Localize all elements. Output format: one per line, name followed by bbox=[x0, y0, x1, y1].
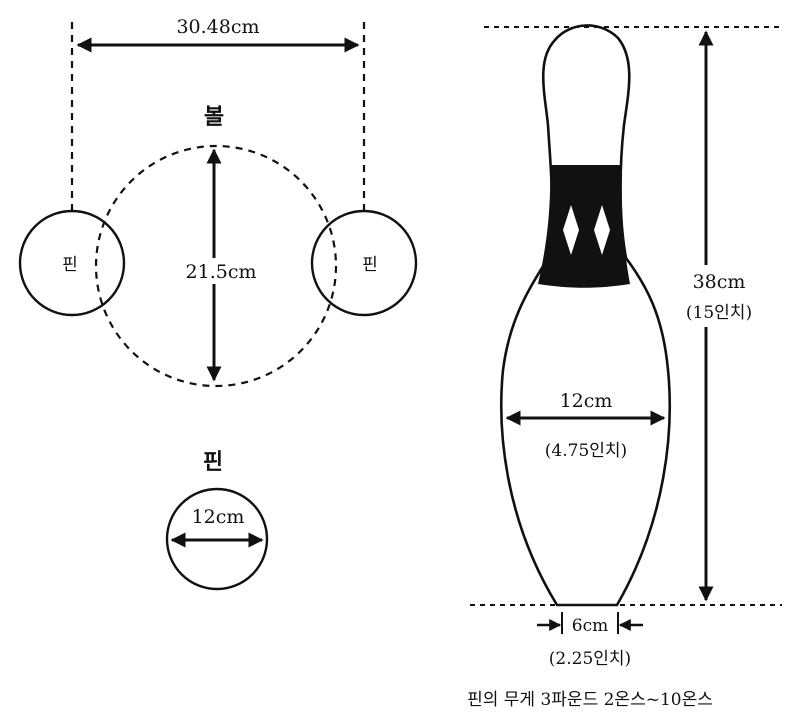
pin-right-label: 핀 bbox=[362, 255, 378, 275]
width-inch-label: (4.75인치) bbox=[545, 441, 627, 461]
ball-diameter-label: 21.5cm bbox=[186, 261, 257, 283]
pin-circle-left bbox=[18, 209, 126, 317]
pin-circle-right bbox=[310, 209, 418, 317]
pin-section-title: 핀 bbox=[203, 449, 223, 475]
pin-spacing-diagram: 30.48cm 볼 21.5cm 핀 핀 핀 12cm bbox=[18, 16, 418, 591]
pin-profile-diagram: 12cm (4.75인치) 38cm (15인치) 6cm (2.25인치) 핀… bbox=[467, 24, 782, 710]
pin-neck-band bbox=[538, 165, 630, 288]
span-label: 30.48cm bbox=[176, 16, 259, 38]
ball-outline bbox=[94, 144, 338, 388]
pin-diameter-label: 12cm bbox=[192, 506, 245, 528]
pin-cross-section bbox=[165, 487, 269, 591]
pin-left-label: 핀 bbox=[62, 255, 78, 275]
pin-outline bbox=[499, 24, 672, 607]
height-inch-label: (15인치) bbox=[686, 303, 752, 323]
ball-diameter-label-bg bbox=[178, 258, 264, 284]
ball-label: 볼 bbox=[204, 104, 224, 130]
width-label: 12cm bbox=[560, 390, 613, 412]
base-inch-label: (2.25인치) bbox=[549, 649, 631, 669]
weight-caption: 핀의 무게 3파운드 2온스~10온스 bbox=[467, 690, 713, 710]
base-label: 6cm bbox=[572, 616, 608, 636]
height-label-bg bbox=[676, 265, 762, 327]
diamond-left bbox=[563, 205, 579, 255]
height-label: 38cm bbox=[693, 271, 746, 293]
diamond-right bbox=[594, 205, 610, 255]
